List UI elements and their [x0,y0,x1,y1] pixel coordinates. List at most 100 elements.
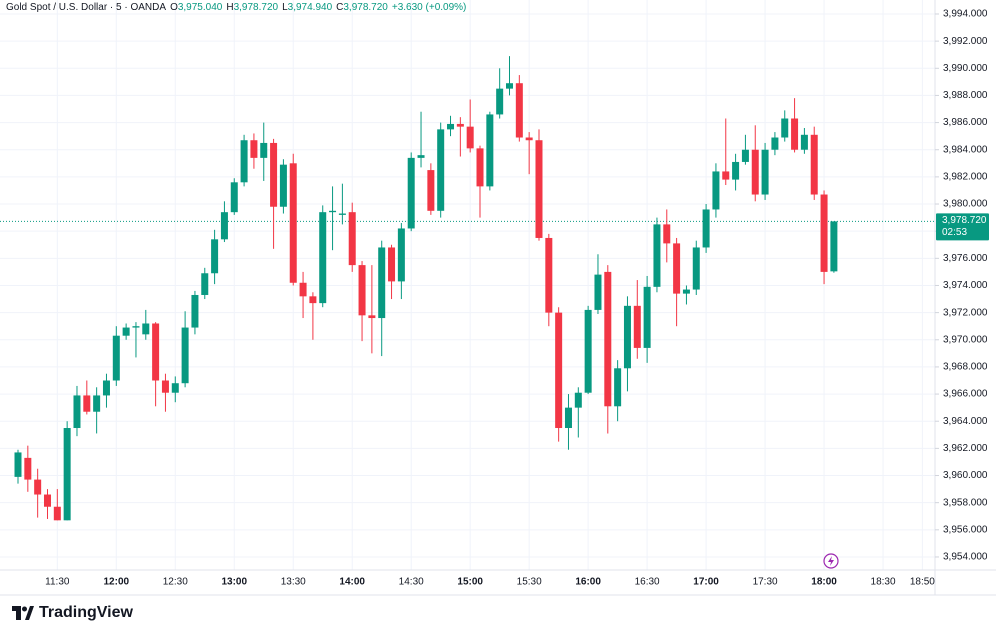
candle-body [506,83,513,89]
candle-body [14,452,22,477]
price-change: +3.630 (+0.09%) [391,2,467,13]
candle-body [712,171,720,210]
candle-body [279,164,287,207]
candle-body [800,134,808,150]
candle-body [663,224,671,244]
candle-body [751,149,759,195]
y-tick-label: 3,966.000 [943,389,988,400]
candle-body [73,395,81,429]
y-tick-label: 3,986.000 [943,117,988,128]
candle-body [574,392,582,408]
last-price-tag [936,213,989,241]
candle-body [329,210,337,213]
candle-body [270,142,278,207]
candle-body [447,123,455,130]
candle-body [545,237,553,313]
candle-body [702,209,710,248]
ohlc-key: C [336,2,344,13]
candle-body [319,212,327,304]
countdown-label: 02:53 [942,227,967,238]
candle-body [673,243,681,294]
candle-body [466,126,474,149]
candle-body [682,289,690,294]
brand-icon [12,606,34,620]
candle-body [791,118,799,150]
candle-body [378,247,386,319]
y-tick-label: 3,960.000 [943,470,988,481]
brand-logo[interactable]: TradingView [12,604,133,622]
candle-body [623,305,631,369]
candle-body [761,149,769,195]
candle-body [83,395,91,412]
candle-body [643,286,651,348]
candle-body [732,161,740,180]
candle-body [63,428,71,521]
x-tick-label: 18:30 [871,577,896,588]
candle-body [53,506,61,521]
y-tick-label: 3,958.000 [943,497,988,508]
ohlc-value: 3,978.720 [233,2,279,13]
candle-body [692,247,700,290]
x-tick-label: 11:30 [45,577,70,588]
candle-body [260,142,268,158]
x-tick-label: 17:30 [753,577,778,588]
y-tick-label: 3,988.000 [943,90,988,101]
candle-body [525,137,533,141]
candle-body [407,157,415,229]
replay-icon[interactable] [823,553,839,569]
ohlc-value: 3,974.940 [287,2,333,13]
candle-body [741,149,749,162]
candle-body [555,312,563,429]
x-tick-label: 18:50 [910,577,935,588]
candle-body [820,194,828,272]
candle-body [810,134,818,195]
x-tick-label: 15:30 [517,577,542,588]
x-tick-label: 15:00 [457,577,483,588]
y-tick-label: 3,980.000 [943,199,988,210]
y-tick-label: 3,992.000 [943,36,988,47]
y-tick-label: 3,964.000 [943,416,988,427]
candle-body [515,83,523,138]
grid [0,0,935,570]
y-tick-label: 3,976.000 [943,253,988,264]
y-tick-label: 3,962.000 [943,443,988,454]
candle-body [535,140,543,238]
x-tick-label: 13:00 [221,577,247,588]
candle-body [456,123,464,127]
candle-body [614,368,622,407]
candle-body [93,395,101,412]
candle-body [397,228,405,282]
candle-body [102,380,110,396]
candle-body [289,163,297,283]
candle-body [604,271,612,407]
x-tick-label: 12:30 [163,577,188,588]
candle-body [24,457,32,480]
x-tick-label: 13:30 [281,577,306,588]
y-tick-label: 3,968.000 [943,362,988,373]
candle-body [122,327,130,336]
candle-body [368,315,376,319]
y-tick-label: 3,970.000 [943,334,988,345]
y-tick-label: 3,984.000 [943,144,988,155]
x-tick-label: 12:00 [104,577,130,588]
candle-body [299,282,307,297]
candle-body [437,129,445,211]
candle-body [34,479,42,495]
candle-body [633,305,641,348]
candle-body [201,273,209,295]
y-tick-label: 3,972.000 [943,307,988,318]
ohlc-value: 3,978.720 [343,2,388,13]
y-tick-label: 3,994.000 [943,9,988,20]
x-tick-label: 16:00 [575,577,601,588]
x-tick-label: 18:00 [811,577,837,588]
candle-body [564,407,572,429]
candle-body [43,494,51,507]
y-tick-label: 3,990.000 [943,63,988,74]
candle-body [781,118,789,138]
legend-header: Gold Spot / U.S. Dollar · 5 · OANDA O 3,9… [6,2,466,13]
x-tick-label: 14:00 [339,577,365,588]
candle-body [230,182,238,213]
y-tick-label: 3,954.000 [943,552,988,563]
symbol-title: Gold Spot / U.S. Dollar · 5 · OANDA [6,2,167,13]
